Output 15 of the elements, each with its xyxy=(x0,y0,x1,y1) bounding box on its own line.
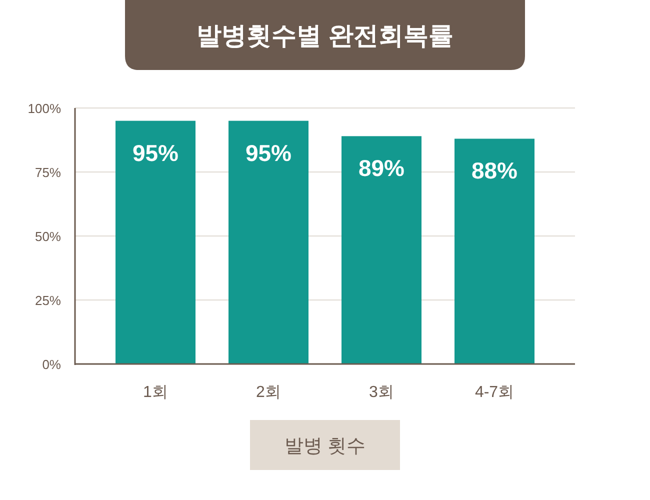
data-label: 89% xyxy=(358,155,405,182)
data-label: 95% xyxy=(132,140,179,166)
chart-title: 발병횟수별 완전회복률 xyxy=(196,22,454,50)
x-tick-label: 1회 xyxy=(143,384,168,401)
y-tick-label: 25% xyxy=(34,293,62,308)
x-tick-label: 3회 xyxy=(369,384,394,401)
x-tick-label: 2회 xyxy=(256,384,281,401)
data-label: 88% xyxy=(471,158,518,184)
y-tick-label: 50% xyxy=(34,229,62,244)
data-label: 95% xyxy=(245,140,292,166)
y-tick-label: 100% xyxy=(28,101,62,116)
y-tick-label: 0% xyxy=(42,357,62,372)
x-tick-label: 4-7회 xyxy=(474,384,514,401)
x-axis-title: 발병 횟수 xyxy=(284,436,366,457)
y-tick-label: 75% xyxy=(34,165,62,180)
